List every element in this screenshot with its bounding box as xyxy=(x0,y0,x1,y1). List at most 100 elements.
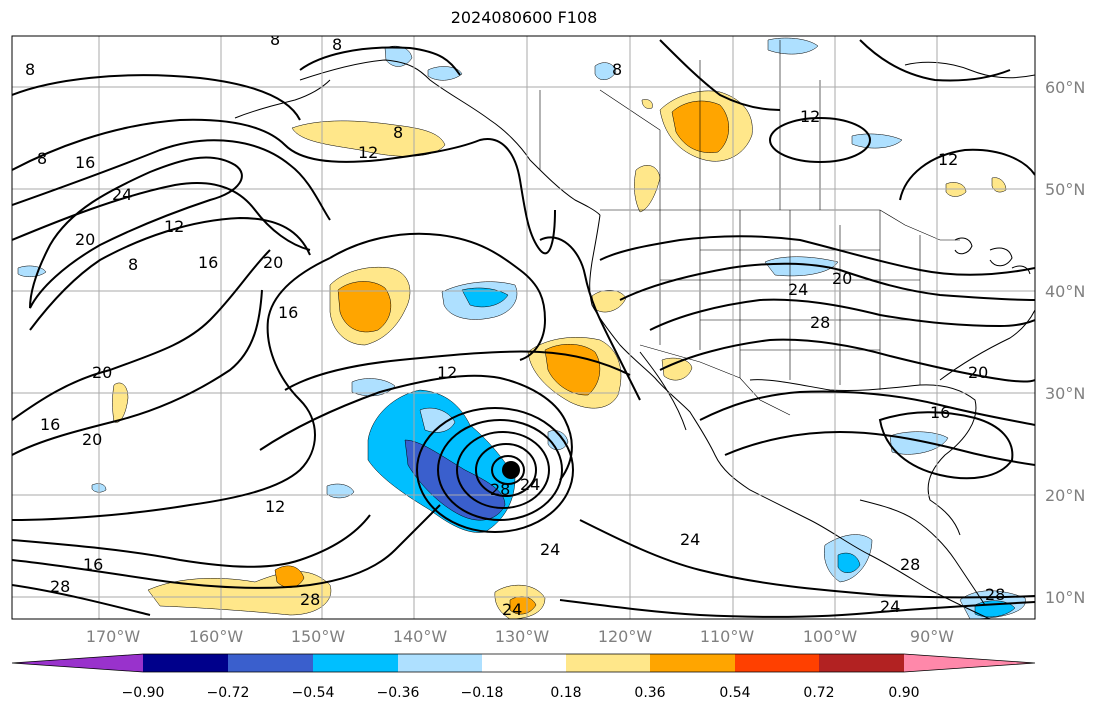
map-title: 2024080600 F108 xyxy=(450,8,598,27)
contour-line xyxy=(699,390,1035,426)
contour-label: 8 xyxy=(612,60,622,79)
contour-label: 24 xyxy=(680,530,700,549)
contour-label: 28 xyxy=(300,590,320,609)
latitude-label: 30°N xyxy=(1045,384,1085,403)
longitude-label: 130°W xyxy=(495,627,550,646)
colorbar-cell xyxy=(398,654,482,672)
colorbar-label: −0.90 xyxy=(122,685,165,701)
contour-label: 8 xyxy=(37,149,47,168)
contour-label: 24 xyxy=(520,475,540,494)
negative-anomaly-area xyxy=(837,552,861,573)
contour-label: 24 xyxy=(540,540,560,559)
border-us-canada xyxy=(600,209,960,241)
political-borders xyxy=(539,40,960,416)
contour-label: 16 xyxy=(83,555,103,574)
contour-label: 12 xyxy=(437,363,457,382)
coastline-hudson xyxy=(904,61,1035,79)
contour-line xyxy=(259,374,573,481)
colorbar-cell xyxy=(650,654,735,672)
contour-label: 12 xyxy=(938,150,958,169)
contour-line xyxy=(539,236,641,401)
longitude-label: 140°W xyxy=(393,627,448,646)
shading-layer xyxy=(17,37,1026,619)
contour-line xyxy=(878,411,1014,480)
storm-center-marker xyxy=(502,461,520,479)
contour-label: 28 xyxy=(985,585,1005,604)
contour-line xyxy=(899,148,1035,201)
colorbar: −0.90 −0.72 −0.54 −0.36 −0.18 0.18 0.36 … xyxy=(11,653,1036,701)
contour-line xyxy=(29,216,311,331)
contour-label: 20 xyxy=(968,363,988,382)
contour-line xyxy=(12,181,311,251)
contour-label: 24 xyxy=(502,600,522,619)
contour-line xyxy=(12,584,151,616)
longitude-labels: 170°W 160°W 150°W 140°W 130°W 120°W 110°… xyxy=(86,627,954,646)
contour-line xyxy=(559,599,1035,618)
longitude-label: 110°W xyxy=(700,627,755,646)
contour-label: 24 xyxy=(788,280,808,299)
positive-anomaly-area xyxy=(274,565,305,588)
longitude-label: 160°W xyxy=(189,627,244,646)
contour-label: 24 xyxy=(112,185,132,204)
longitude-label: 120°W xyxy=(598,627,653,646)
contour-label: 8 xyxy=(25,60,35,79)
colorbar-label: −0.72 xyxy=(207,685,250,701)
contour-line xyxy=(12,46,461,121)
contour-line xyxy=(456,431,550,509)
contour-label: 24 xyxy=(880,597,900,616)
negative-anomaly-area xyxy=(384,45,413,67)
contour-line xyxy=(12,289,263,456)
colorbar-label: 0.54 xyxy=(719,685,750,701)
colorbar-labels: −0.90 −0.72 −0.54 −0.36 −0.18 0.18 0.36 … xyxy=(122,685,920,701)
positive-anomaly-area xyxy=(671,100,729,153)
positive-anomaly-area xyxy=(291,120,446,157)
latitude-label: 60°N xyxy=(1045,78,1085,97)
colorbar-label: 0.18 xyxy=(550,685,581,701)
contour-label: 28 xyxy=(50,577,70,596)
colorbar-cell xyxy=(313,654,398,672)
colorbar-label: −0.54 xyxy=(292,685,335,701)
contour-line xyxy=(437,419,563,521)
colorbar-cell xyxy=(482,654,566,672)
contour-line xyxy=(12,504,441,589)
longitude-label: 150°W xyxy=(291,627,346,646)
contour-line xyxy=(769,117,871,163)
contour-line xyxy=(475,443,537,497)
coastline-east xyxy=(939,309,1035,381)
colorbar-cells xyxy=(11,653,1036,673)
negative-anomaly-area xyxy=(404,439,506,521)
positive-anomaly-area xyxy=(641,99,653,109)
contour-line xyxy=(12,118,556,255)
colorbar-label: −0.36 xyxy=(377,685,420,701)
colorbar-cell xyxy=(228,654,313,672)
negative-anomaly-area xyxy=(326,483,355,499)
contour-label: 28 xyxy=(900,555,920,574)
colorbar-label: 0.72 xyxy=(803,685,834,701)
contour-label: 12 xyxy=(265,497,285,516)
colorbar-cell xyxy=(566,654,650,672)
negative-anomaly-area xyxy=(764,256,839,277)
latitude-labels: 60°N 50°N 40°N 30°N 20°N 10°N xyxy=(1045,78,1085,607)
contour-lines xyxy=(12,39,1035,618)
contour-label: 8 xyxy=(128,255,138,274)
contour-line xyxy=(491,455,525,485)
contour-label: 16 xyxy=(40,415,60,434)
state-borders xyxy=(599,40,921,390)
contour-label: 20 xyxy=(75,230,95,249)
colorbar-cell xyxy=(819,654,904,672)
negative-anomaly-area xyxy=(767,37,819,55)
contour-line xyxy=(12,139,331,221)
latitude-label: 40°N xyxy=(1045,282,1085,301)
contour-line xyxy=(859,39,1011,82)
longitude-label: 90°W xyxy=(910,627,954,646)
colorbar-outline xyxy=(11,653,1036,673)
contour-label: 12 xyxy=(800,107,820,126)
colorbar-label: −0.18 xyxy=(461,685,504,701)
contour-line xyxy=(12,514,371,568)
contour-label: 8 xyxy=(270,30,280,49)
contour-line xyxy=(329,232,547,361)
latitude-label: 10°N xyxy=(1045,588,1085,607)
coastline-baja xyxy=(639,351,687,431)
contour-label: 16 xyxy=(278,303,298,322)
